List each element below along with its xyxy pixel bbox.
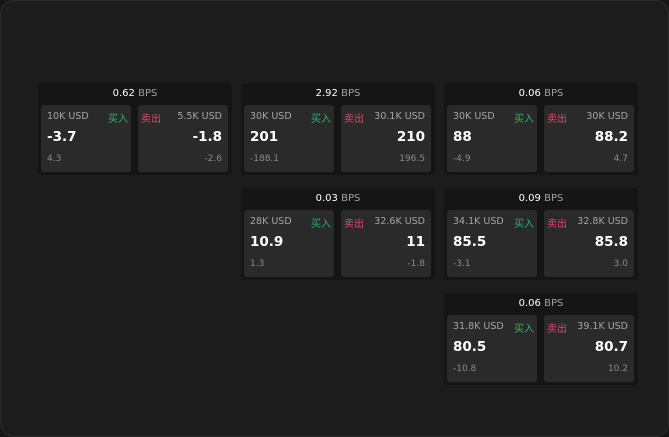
quote-card: 0.06 BPS 30K USD 买入 88 -4.9 卖出 30K USD 8… <box>444 83 638 175</box>
sell-label: 卖出 <box>141 114 161 125</box>
spread-header: 2.92 BPS <box>241 83 435 105</box>
bid-price: 88 <box>453 129 472 145</box>
bid-change: 4.3 <box>47 154 62 164</box>
ask-size: 30K USD <box>586 111 628 122</box>
ask-size: 39.1K USD <box>577 321 628 332</box>
spread-unit: BPS <box>544 88 564 99</box>
ask-size: 30.1K USD <box>374 111 425 122</box>
bid-size: 10K USD <box>47 111 89 122</box>
spread-unit: BPS <box>544 193 564 204</box>
spread-value: 0.62 <box>112 88 135 99</box>
ask-price: 210 <box>396 129 425 145</box>
bid-size: 30K USD <box>453 111 495 122</box>
spread-value: 0.03 <box>315 193 338 204</box>
spread-value: 0.06 <box>518 88 541 99</box>
spread-header: 0.62 BPS <box>38 83 232 105</box>
spread-unit: BPS <box>138 88 158 99</box>
ask-price: -1.8 <box>192 129 222 145</box>
bid-size: 31.8K USD <box>453 321 504 332</box>
sell-panel[interactable]: 卖出 5.5K USD -1.8 -2.6 <box>138 105 228 172</box>
quote-card: 0.03 BPS 28K USD 买入 10.9 1.3 卖出 32.6K US… <box>241 188 435 280</box>
buy-panel[interactable]: 34.1K USD 买入 85.5 -3.1 <box>447 210 537 277</box>
bid-price: -3.7 <box>47 129 77 145</box>
ask-change: 196.5 <box>399 154 425 164</box>
bid-size: 34.1K USD <box>453 216 504 227</box>
buy-label: 买入 <box>311 219 331 230</box>
ask-size: 5.5K USD <box>177 111 222 122</box>
buy-label: 买入 <box>311 114 331 125</box>
sell-label: 卖出 <box>547 219 567 230</box>
sell-panel[interactable]: 卖出 30K USD 88.2 4.7 <box>544 105 634 172</box>
buy-label: 买入 <box>514 114 534 125</box>
ask-change: -1.8 <box>407 259 425 269</box>
ask-size: 32.6K USD <box>374 216 425 227</box>
quote-card: 0.62 BPS 10K USD 买入 -3.7 4.3 卖出 5.5K USD… <box>38 83 232 175</box>
bid-size: 30K USD <box>250 111 292 122</box>
buy-panel[interactable]: 31.8K USD 买入 80.5 -10.8 <box>447 315 537 382</box>
spread-value: 0.06 <box>518 298 541 309</box>
sell-panel[interactable]: 卖出 32.6K USD 11 -1.8 <box>341 210 431 277</box>
buy-label: 买入 <box>108 114 128 125</box>
bid-price: 10.9 <box>250 234 284 250</box>
spread-unit: BPS <box>544 298 564 309</box>
sell-panel[interactable]: 卖出 32.8K USD 85.8 3.0 <box>544 210 634 277</box>
bid-change: -3.1 <box>453 259 471 269</box>
spread-header: 0.09 BPS <box>444 188 638 210</box>
ask-change: 4.7 <box>613 154 628 164</box>
sell-label: 卖出 <box>344 219 364 230</box>
ask-price: 11 <box>406 234 425 250</box>
bid-change: -4.9 <box>453 154 471 164</box>
sell-panel[interactable]: 卖出 39.1K USD 80.7 10.2 <box>544 315 634 382</box>
buy-panel[interactable]: 28K USD 买入 10.9 1.3 <box>244 210 334 277</box>
buy-label: 买入 <box>514 219 534 230</box>
ask-change: -2.6 <box>204 154 222 164</box>
spread-header: 0.06 BPS <box>444 83 638 105</box>
buy-label: 买入 <box>514 324 534 335</box>
spread-header: 0.06 BPS <box>444 293 638 315</box>
ask-price: 85.8 <box>594 234 628 250</box>
sell-panel[interactable]: 卖出 30.1K USD 210 196.5 <box>341 105 431 172</box>
ask-change: 3.0 <box>613 259 628 269</box>
spread-header: 0.03 BPS <box>241 188 435 210</box>
bid-change: 1.3 <box>250 259 265 269</box>
ask-size: 32.8K USD <box>577 216 628 227</box>
spread-value: 0.09 <box>518 193 541 204</box>
quote-card: 0.06 BPS 31.8K USD 买入 80.5 -10.8 卖出 39.1… <box>444 293 638 385</box>
buy-panel[interactable]: 10K USD 买入 -3.7 4.3 <box>41 105 131 172</box>
spread-unit: BPS <box>341 88 361 99</box>
sell-label: 卖出 <box>547 114 567 125</box>
sell-label: 卖出 <box>344 114 364 125</box>
sell-label: 卖出 <box>547 324 567 335</box>
bid-change: -188.1 <box>250 154 280 164</box>
bid-price: 80.5 <box>453 339 487 355</box>
ask-price: 88.2 <box>594 129 628 145</box>
bid-price: 201 <box>250 129 279 145</box>
quote-card: 2.92 BPS 30K USD 买入 201 -188.1 卖出 30.1K … <box>241 83 435 175</box>
bid-change: -10.8 <box>453 364 477 374</box>
buy-panel[interactable]: 30K USD 买入 201 -188.1 <box>244 105 334 172</box>
bid-price: 85.5 <box>453 234 487 250</box>
spread-value: 2.92 <box>315 88 338 99</box>
quote-card: 0.09 BPS 34.1K USD 买入 85.5 -3.1 卖出 32.8K… <box>444 188 638 280</box>
bid-size: 28K USD <box>250 216 292 227</box>
ask-price: 80.7 <box>594 339 628 355</box>
ask-change: 10.2 <box>607 364 628 374</box>
buy-panel[interactable]: 30K USD 买入 88 -4.9 <box>447 105 537 172</box>
spread-unit: BPS <box>341 193 361 204</box>
